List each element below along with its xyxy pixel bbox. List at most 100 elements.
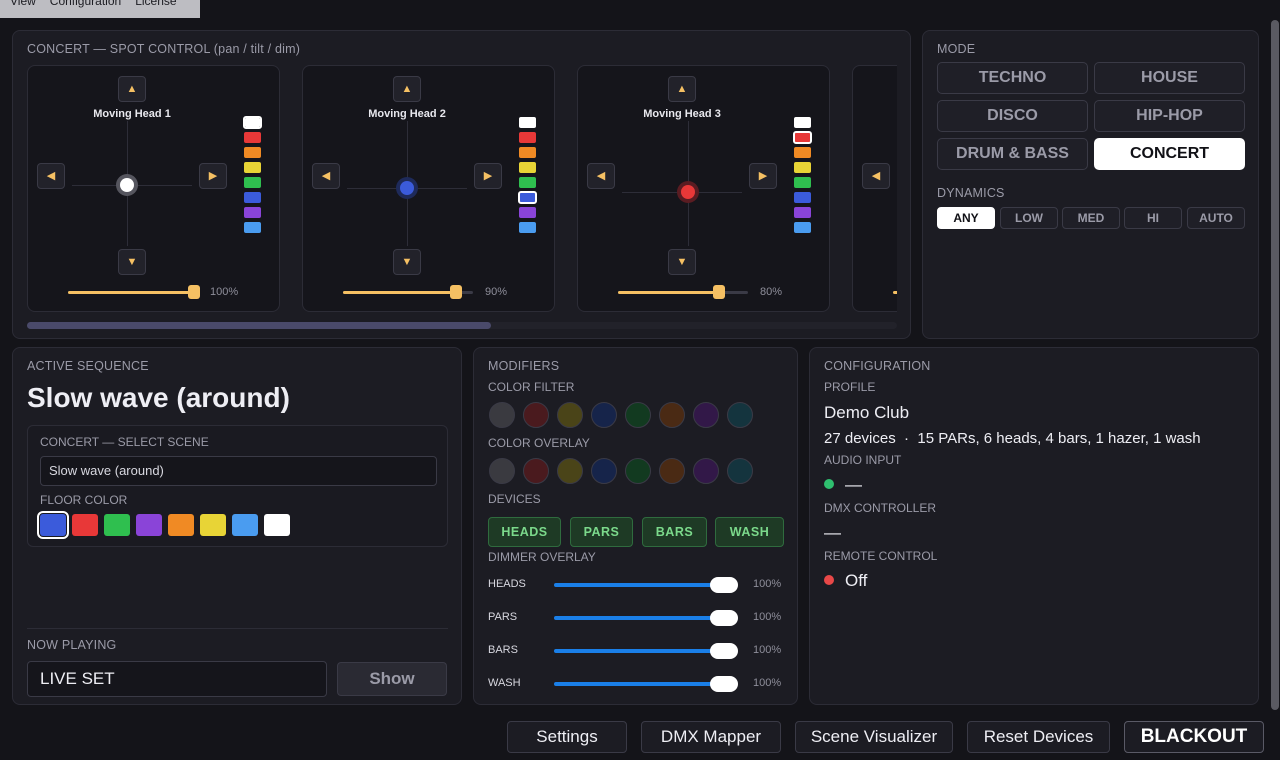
color-overlay-dot[interactable] xyxy=(693,458,719,484)
color-swatch[interactable] xyxy=(244,132,261,143)
color-swatch[interactable] xyxy=(244,207,261,218)
device-wash-button[interactable]: WASH xyxy=(715,517,784,547)
spot-horizontal-scrollbar[interactable] xyxy=(27,322,897,329)
dimmer-slider-knob[interactable] xyxy=(450,285,462,299)
pan-left-button[interactable]: ◀ xyxy=(587,163,615,189)
color-filter-dot[interactable] xyxy=(557,402,583,428)
dimmer-slider-knob[interactable] xyxy=(188,285,200,299)
scene-visualizer-button[interactable]: Scene Visualizer xyxy=(795,721,953,753)
color-overlay-dot[interactable] xyxy=(625,458,651,484)
window-vertical-scrollbar[interactable] xyxy=(1271,20,1279,710)
color-swatch[interactable] xyxy=(244,177,261,188)
spot-scrollbar-thumb[interactable] xyxy=(27,322,491,329)
dimmer-slider[interactable] xyxy=(893,291,897,294)
dynamics-auto-button[interactable]: AUTO xyxy=(1187,207,1245,229)
dimmer-overlay-slider[interactable] xyxy=(554,649,724,653)
device-heads-button[interactable]: HEADS xyxy=(488,517,561,547)
color-swatch[interactable] xyxy=(519,207,536,218)
color-filter-dot[interactable] xyxy=(489,402,515,428)
mode-techno-button[interactable]: TECHNO xyxy=(937,62,1088,94)
color-overlay-dot[interactable] xyxy=(659,458,685,484)
dmx-mapper-button[interactable]: DMX Mapper xyxy=(641,721,781,753)
dynamics-med-button[interactable]: MED xyxy=(1062,207,1120,229)
pan-right-button[interactable]: ▶ xyxy=(474,163,502,189)
floor-color-swatch[interactable] xyxy=(104,514,130,536)
tilt-up-button[interactable]: ▲ xyxy=(393,76,421,102)
color-overlay-dot[interactable] xyxy=(557,458,583,484)
scene-select-field[interactable]: Slow wave (around) xyxy=(40,456,437,486)
dimmer-slider[interactable] xyxy=(618,285,748,299)
color-overlay-dot[interactable] xyxy=(489,458,515,484)
tilt-up-button[interactable]: ▲ xyxy=(668,76,696,102)
color-filter-dot[interactable] xyxy=(523,402,549,428)
pan-tilt-position-dot[interactable] xyxy=(400,181,414,195)
color-swatch[interactable] xyxy=(244,192,261,203)
color-filter-dot[interactable] xyxy=(727,402,753,428)
color-filter-dot[interactable] xyxy=(625,402,651,428)
floor-color-swatch[interactable] xyxy=(37,511,69,539)
dimmer-overlay-knob[interactable] xyxy=(710,676,738,692)
dimmer-slider[interactable] xyxy=(343,285,473,299)
pan-left-button[interactable]: ◀ xyxy=(37,163,65,189)
tilt-down-button[interactable]: ▼ xyxy=(118,249,146,275)
color-swatch[interactable] xyxy=(244,162,261,173)
color-swatch[interactable] xyxy=(794,207,811,218)
color-overlay-dot[interactable] xyxy=(591,458,617,484)
dynamics-low-button[interactable]: LOW xyxy=(1000,207,1058,229)
color-swatch[interactable] xyxy=(794,147,811,158)
dynamics-hi-button[interactable]: HI xyxy=(1124,207,1182,229)
dynamics-any-button[interactable]: ANY xyxy=(937,207,995,229)
pan-left-button[interactable]: ◀ xyxy=(862,163,890,189)
floor-color-swatch[interactable] xyxy=(264,514,290,536)
now-playing-field[interactable]: LIVE SET xyxy=(27,661,327,697)
dimmer-overlay-knob[interactable] xyxy=(710,577,738,593)
color-swatch[interactable] xyxy=(794,177,811,188)
dimmer-overlay-slider[interactable] xyxy=(554,616,724,620)
color-swatch[interactable] xyxy=(243,116,262,129)
color-filter-dot[interactable] xyxy=(693,402,719,428)
mode-hiphop-button[interactable]: HIP-HOP xyxy=(1094,100,1245,132)
pan-right-button[interactable]: ▶ xyxy=(749,163,777,189)
color-overlay-dot[interactable] xyxy=(523,458,549,484)
color-swatch[interactable] xyxy=(519,222,536,233)
color-swatch[interactable] xyxy=(519,162,536,173)
color-swatch[interactable] xyxy=(244,147,261,158)
tilt-down-button[interactable]: ▼ xyxy=(668,249,696,275)
color-swatch[interactable] xyxy=(793,131,812,144)
floor-color-swatch[interactable] xyxy=(136,514,162,536)
menu-license[interactable]: License xyxy=(135,0,177,8)
pan-tilt-position-dot[interactable] xyxy=(120,178,134,192)
floor-color-swatch[interactable] xyxy=(72,514,98,536)
dimmer-overlay-knob[interactable] xyxy=(710,610,738,626)
color-filter-dot[interactable] xyxy=(591,402,617,428)
color-swatch[interactable] xyxy=(794,162,811,173)
floor-color-swatch[interactable] xyxy=(200,514,226,536)
floor-color-swatch[interactable] xyxy=(168,514,194,536)
mode-concert-button[interactable]: CONCERT xyxy=(1094,138,1245,170)
tilt-down-button[interactable]: ▼ xyxy=(393,249,421,275)
color-swatch[interactable] xyxy=(518,191,537,204)
floor-color-swatch[interactable] xyxy=(232,514,258,536)
menu-configuration[interactable]: Configuration xyxy=(49,0,122,8)
color-swatch[interactable] xyxy=(519,132,536,143)
mode-drum-and-bass-button[interactable]: DRUM & BASS xyxy=(937,138,1088,170)
color-swatch[interactable] xyxy=(519,117,536,128)
menu-view[interactable]: View xyxy=(10,0,36,8)
color-overlay-dot[interactable] xyxy=(727,458,753,484)
show-button[interactable]: Show xyxy=(337,662,447,696)
device-bars-button[interactable]: BARS xyxy=(642,517,707,547)
mode-house-button[interactable]: HOUSE xyxy=(1094,62,1245,94)
color-swatch[interactable] xyxy=(794,222,811,233)
color-swatch[interactable] xyxy=(519,177,536,188)
tilt-up-button[interactable]: ▲ xyxy=(118,76,146,102)
settings-button[interactable]: Settings xyxy=(507,721,627,753)
mode-disco-button[interactable]: DISCO xyxy=(937,100,1088,132)
color-filter-dot[interactable] xyxy=(659,402,685,428)
pan-left-button[interactable]: ◀ xyxy=(312,163,340,189)
reset-devices-button[interactable]: Reset Devices xyxy=(967,721,1110,753)
color-swatch[interactable] xyxy=(244,222,261,233)
device-pars-button[interactable]: PARS xyxy=(570,517,633,547)
pan-tilt-position-dot[interactable] xyxy=(681,185,695,199)
dimmer-overlay-slider[interactable] xyxy=(554,682,724,686)
dimmer-overlay-slider[interactable] xyxy=(554,583,724,587)
